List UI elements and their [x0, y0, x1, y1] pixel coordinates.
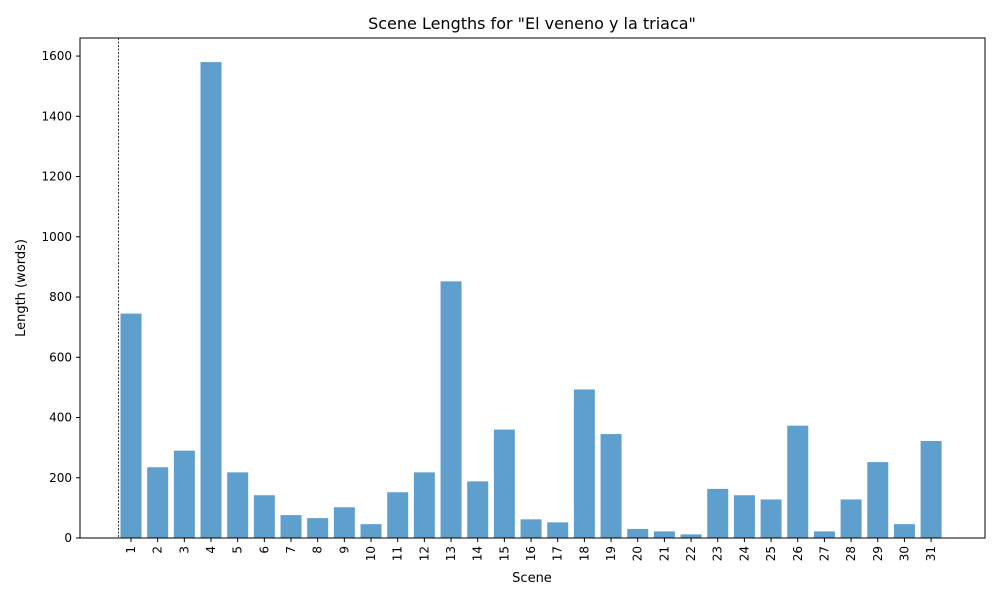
y-tick-label: 400 — [49, 411, 72, 425]
x-tick-label: 9 — [337, 546, 351, 554]
y-tick-label: 1000 — [41, 230, 72, 244]
bar — [840, 499, 862, 538]
bar — [333, 507, 355, 538]
x-tick-label: 25 — [764, 546, 778, 561]
x-tick-label: 13 — [444, 546, 458, 561]
x-tick-label: 4 — [204, 546, 218, 554]
x-tick-label: 21 — [657, 546, 671, 561]
bar — [173, 450, 195, 538]
y-tick-label: 800 — [49, 290, 72, 304]
x-tick-label: 22 — [684, 546, 698, 561]
bar — [707, 488, 729, 538]
bar — [600, 434, 622, 538]
bar — [467, 481, 489, 538]
bar — [627, 528, 649, 538]
x-tick-label: 27 — [817, 546, 831, 561]
bar — [493, 429, 515, 538]
x-tick-label: 7 — [284, 546, 298, 554]
bar — [120, 313, 142, 538]
x-tick-label: 30 — [897, 546, 911, 561]
bar — [227, 472, 249, 538]
x-tick-label: 10 — [364, 546, 378, 561]
x-tick-label: 8 — [311, 546, 325, 554]
bar — [653, 531, 675, 538]
x-tick-label: 12 — [417, 546, 431, 561]
x-tick-label: 2 — [151, 546, 165, 554]
y-tick-label: 1400 — [41, 109, 72, 123]
y-tick-label: 600 — [49, 350, 72, 364]
x-tick-label: 6 — [257, 546, 271, 554]
bar — [867, 462, 889, 538]
x-tick-label: 31 — [924, 546, 938, 561]
x-tick-label: 28 — [844, 546, 858, 561]
bar — [147, 467, 169, 538]
bar — [520, 519, 542, 538]
x-tick-label: 14 — [471, 546, 485, 561]
x-tick-label: 11 — [391, 546, 405, 561]
y-tick-label: 1200 — [41, 170, 72, 184]
bar — [200, 62, 222, 538]
bar — [920, 441, 942, 538]
x-tick-label: 23 — [711, 546, 725, 561]
x-tick-label: 18 — [577, 546, 591, 561]
x-tick-label: 17 — [551, 546, 565, 561]
y-axis-label: Length (words) — [14, 239, 29, 337]
x-tick-label: 20 — [631, 546, 645, 561]
x-tick-label: 29 — [871, 546, 885, 561]
bar — [413, 472, 435, 538]
y-tick-label: 0 — [64, 531, 72, 545]
bar — [360, 524, 382, 538]
y-tick-label: 200 — [49, 471, 72, 485]
bar — [733, 495, 755, 538]
x-tick-label: 16 — [524, 546, 538, 561]
plot-frame — [79, 37, 986, 539]
bar — [547, 522, 569, 538]
bar — [253, 495, 275, 538]
chart-title: Scene Lengths for "El veneno y la triaca… — [368, 14, 696, 33]
x-tick-label: 15 — [497, 546, 511, 561]
bar — [307, 518, 329, 538]
bar — [813, 531, 835, 538]
bar — [440, 281, 462, 538]
x-tick-label: 1 — [124, 546, 138, 554]
bar — [573, 389, 595, 538]
x-tick-label: 5 — [231, 546, 245, 554]
bar — [680, 534, 702, 538]
x-tick-label: 26 — [791, 546, 805, 561]
bar — [280, 515, 302, 538]
x-axis-label: Scene — [512, 571, 552, 586]
x-tick-label: 24 — [737, 546, 751, 561]
bar — [760, 499, 782, 538]
y-tick-label: 1600 — [41, 49, 72, 63]
bar — [387, 492, 409, 538]
bar — [893, 524, 915, 538]
x-tick-label: 3 — [177, 546, 191, 554]
x-tick-label: 19 — [604, 546, 618, 561]
bar — [787, 425, 809, 538]
